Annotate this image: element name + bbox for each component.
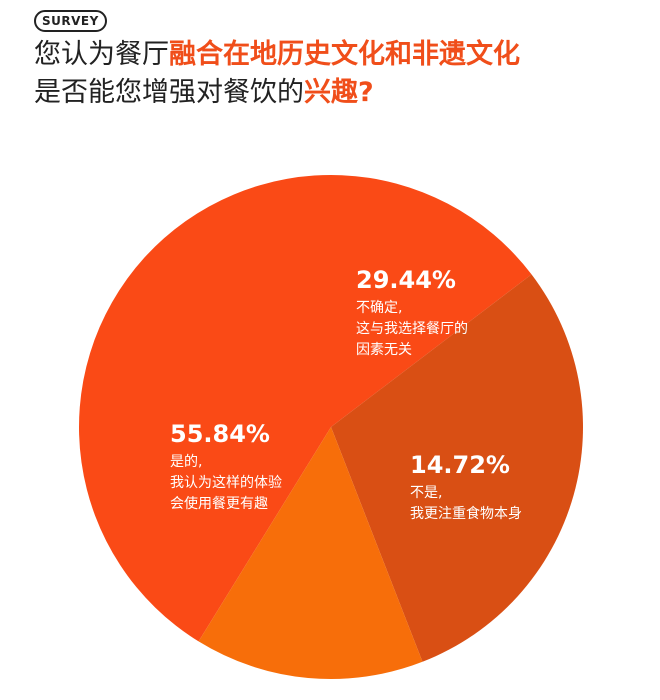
slice-percent: 14.72% [410, 451, 510, 479]
slice-label-line: 因素无关 [356, 342, 412, 358]
slice-percent: 55.84% [170, 420, 270, 448]
question-line-1-highlight: 融合在地历史文化和非遗文化 [169, 39, 520, 70]
survey-badge: SURVEY [34, 10, 107, 32]
slice-label-line: 是的, [170, 454, 202, 470]
slice-no [198, 427, 423, 679]
slice-percent: 29.44% [356, 266, 456, 294]
question-line-1: 您认为餐厅融合在地历史文化和非遗文化 [34, 36, 520, 74]
survey-question: 您认为餐厅融合在地历史文化和非遗文化 是否能您增强对餐饮的兴趣? [34, 36, 520, 112]
slice-unsure [331, 274, 583, 662]
slice-label-line: 我认为这样的体验 [170, 474, 282, 491]
slice-label-line: 会使用餐更有趣 [170, 495, 268, 512]
slice-label-line: 不是, [410, 485, 442, 501]
slice-no-label: 14.72% 不是, 我更注重食物本身 [410, 451, 522, 522]
question-line-2-highlight: 兴趣? [304, 77, 374, 108]
question-line-1-plain: 您认为餐厅 [34, 39, 169, 70]
slice-yes [78, 174, 532, 642]
slice-label-line: 不确定, [356, 300, 402, 316]
slice-label-line: 我更注重食物本身 [410, 505, 522, 522]
slice-label-line: 这与我选择餐厅的 [356, 320, 468, 337]
question-line-2: 是否能您增强对餐饮的兴趣? [34, 74, 520, 112]
question-line-2-plain: 是否能您增强对餐饮的 [34, 77, 304, 108]
